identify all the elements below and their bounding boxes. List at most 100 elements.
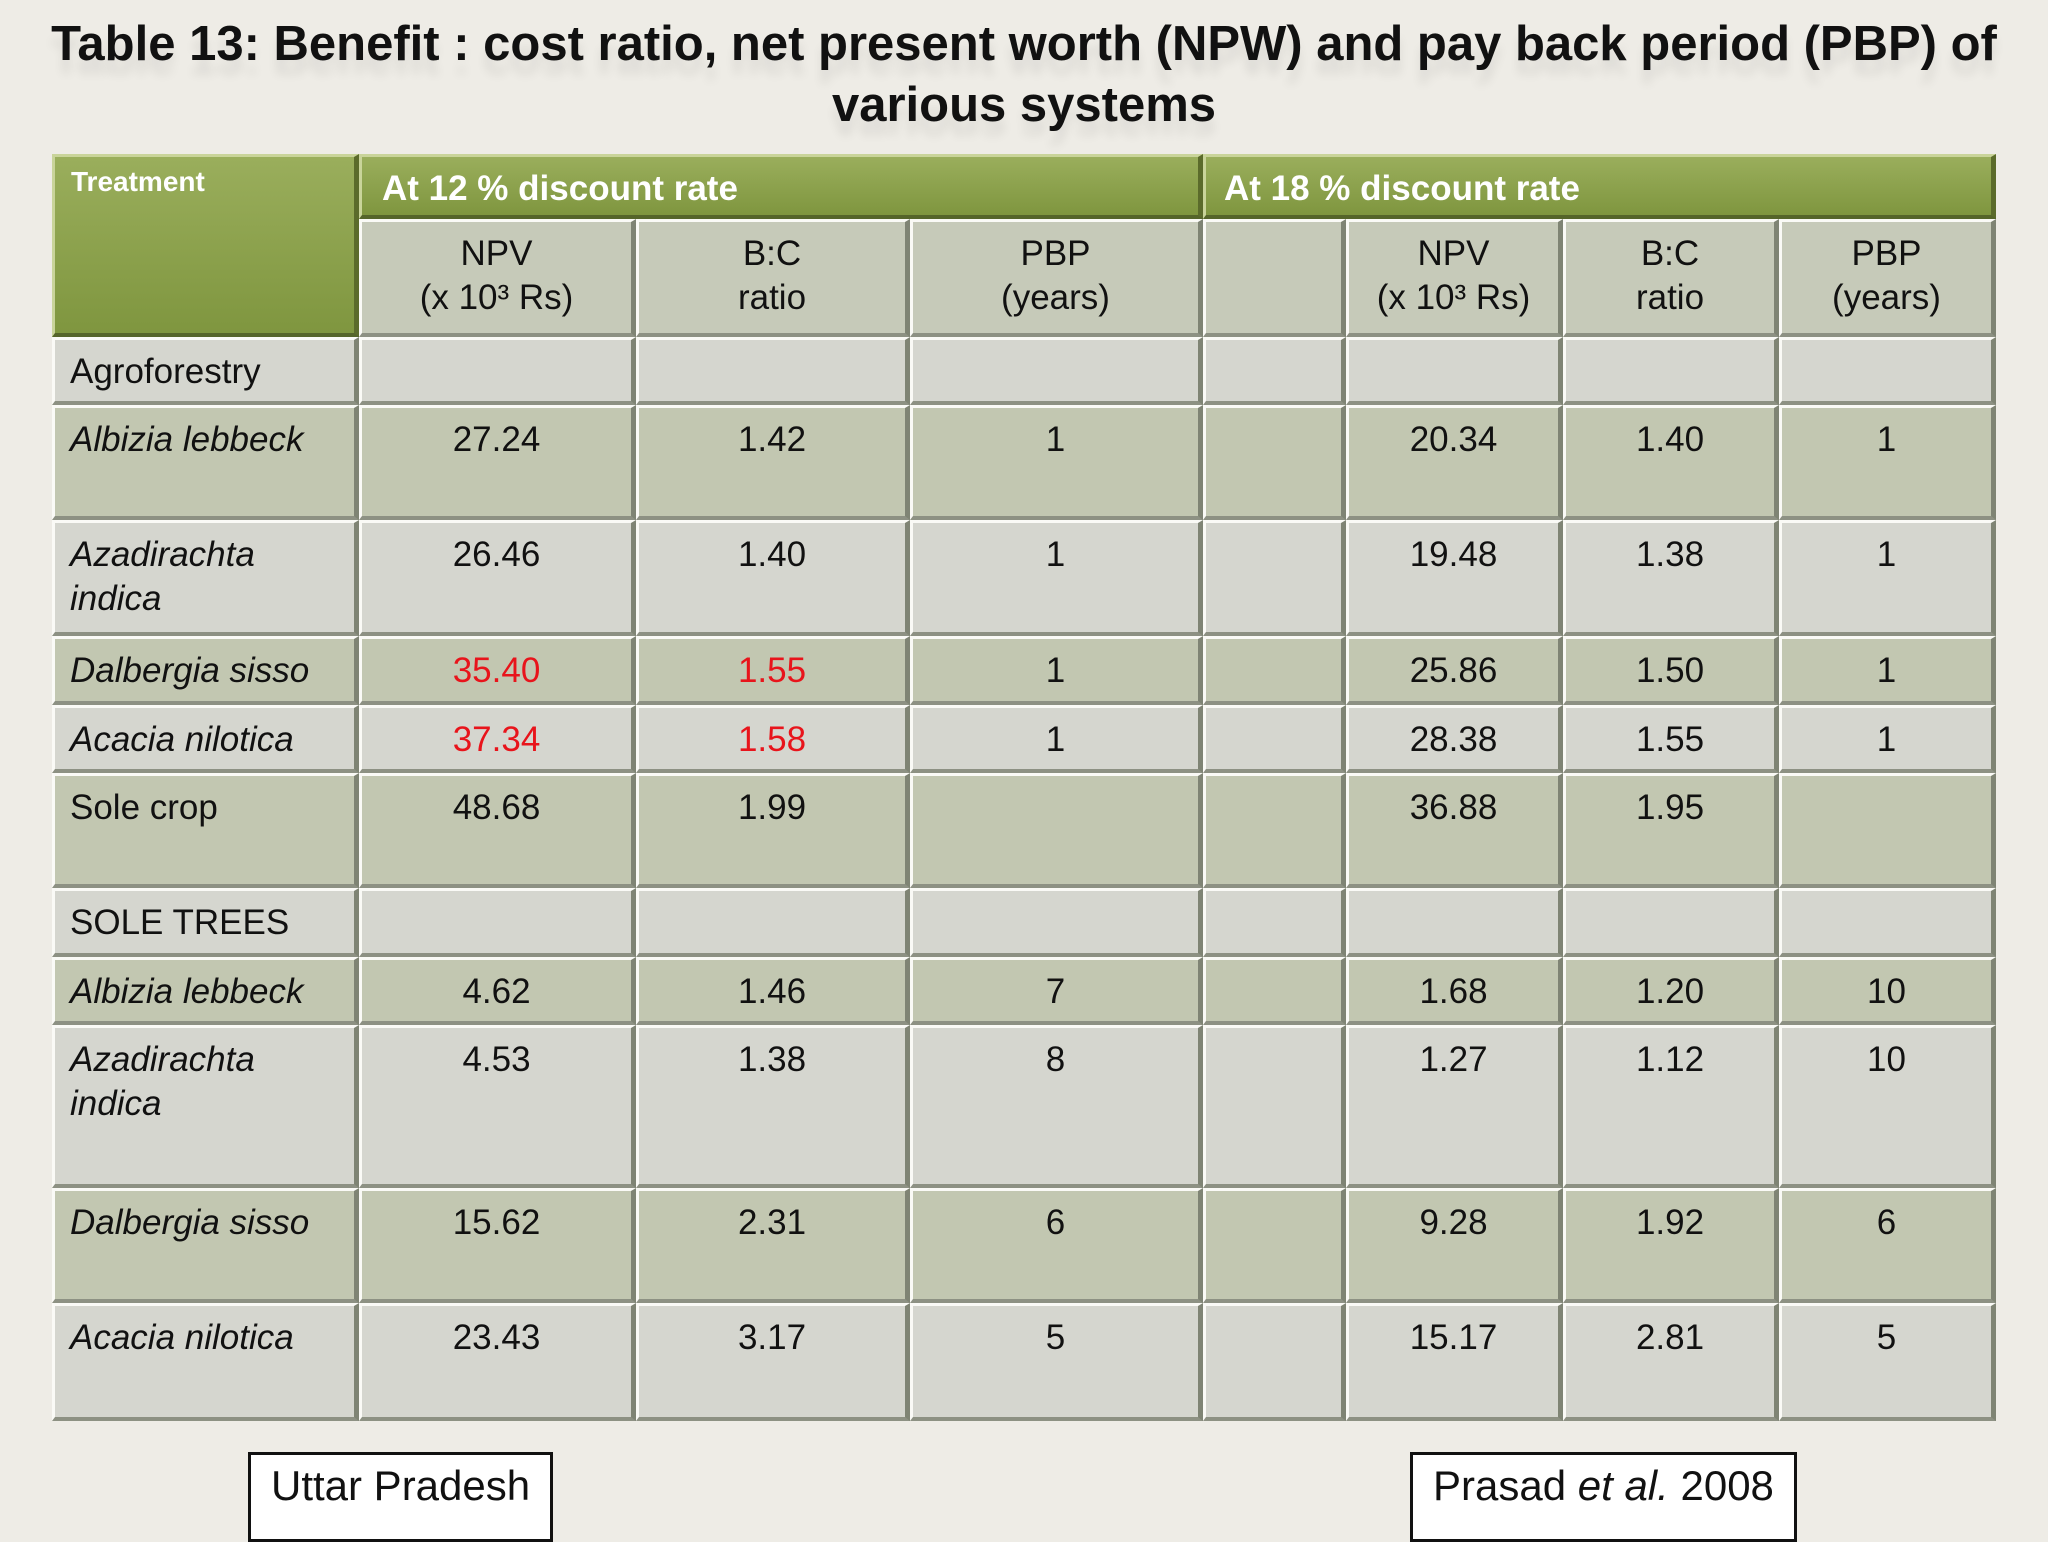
- row-label-cell: Acacia nilotica: [52, 705, 359, 773]
- value: 15.62: [452, 1203, 541, 1242]
- row-label-cell: Dalbergia sisso: [52, 636, 359, 705]
- value-cell: [636, 337, 910, 405]
- value-cell: 2.81: [1563, 1303, 1779, 1421]
- value: 1.99: [737, 788, 807, 827]
- value-cell: 20.34: [1346, 405, 1563, 520]
- value-cell: 1.92: [1563, 1188, 1779, 1303]
- value: 7: [1045, 972, 1066, 1011]
- row-label: Sole crop: [70, 788, 218, 827]
- blank-cell: [1203, 888, 1346, 957]
- blank-cell: [1203, 773, 1346, 888]
- row-label-cell: Dalbergia sisso: [52, 1188, 359, 1303]
- value-cell: 36.88: [1346, 773, 1563, 888]
- subheader-line: PBP: [1851, 234, 1922, 273]
- value-cell: 1: [1779, 705, 1996, 773]
- source-author: Prasad: [1433, 1462, 1567, 1509]
- subheader-line: B:C: [1640, 234, 1700, 273]
- value: 23.43: [452, 1318, 541, 1357]
- blank-cell: [1203, 1303, 1346, 1421]
- value: 1.55: [737, 651, 807, 690]
- value-cell: [910, 888, 1203, 957]
- value: 1.42: [737, 420, 807, 459]
- value-cell: 19.48: [1346, 520, 1563, 636]
- source-etal: et al.: [1577, 1462, 1669, 1509]
- blank-cell: [1203, 520, 1346, 636]
- value: 2.31: [737, 1203, 807, 1242]
- value: 19.48: [1409, 535, 1498, 574]
- row-label-cell: SOLE TREES: [52, 888, 359, 957]
- group-header: At 12 % discount rate: [359, 154, 1203, 219]
- value-cell: 9.28: [1346, 1188, 1563, 1303]
- value-cell: 3.17: [636, 1303, 910, 1421]
- value: 1: [1876, 651, 1897, 690]
- subheader-line: B:C: [742, 234, 802, 273]
- blank-cell: [1203, 1188, 1346, 1303]
- value-cell: 4.53: [359, 1025, 636, 1188]
- value-cell: 48.68: [359, 773, 636, 888]
- value-cell: 37.34: [359, 705, 636, 773]
- value-cell: 1.95: [1563, 773, 1779, 888]
- location: Uttar Pradesh: [271, 1462, 531, 1509]
- value: 15.17: [1409, 1318, 1498, 1357]
- value-cell: [910, 337, 1203, 405]
- value: 1: [1045, 420, 1066, 459]
- value-cell: 1: [910, 705, 1203, 773]
- subheader-cell: B:C ratio: [636, 219, 910, 337]
- value-cell: [359, 888, 636, 957]
- row-label: Albizia lebbeck: [70, 972, 304, 1011]
- value-cell: [910, 773, 1203, 888]
- value: 1.50: [1635, 651, 1705, 690]
- value: 5: [1045, 1318, 1066, 1357]
- value-cell: 1: [910, 405, 1203, 520]
- blank-cell: [1203, 705, 1346, 773]
- value: 1: [1876, 420, 1897, 459]
- value-cell: 1: [910, 520, 1203, 636]
- value-cell: 6: [910, 1188, 1203, 1303]
- value-cell: 1.20: [1563, 957, 1779, 1025]
- group-header-text: At 18 % discount rate: [1224, 169, 1580, 208]
- value: 1.92: [1635, 1203, 1705, 1242]
- blank-cell: [1203, 636, 1346, 705]
- value: 48.68: [452, 788, 541, 827]
- value-cell: 35.40: [359, 636, 636, 705]
- value-cell: 28.38: [1346, 705, 1563, 773]
- subheader-line: ratio: [1635, 278, 1705, 317]
- value-cell: 1: [1779, 405, 1996, 520]
- value: 1.40: [1635, 420, 1705, 459]
- value-cell: 6: [1779, 1188, 1996, 1303]
- value: 1.38: [737, 1040, 807, 1079]
- row-label: Dalbergia sisso: [70, 1203, 310, 1242]
- value: 6: [1876, 1203, 1897, 1242]
- value: 2.81: [1635, 1318, 1705, 1357]
- value: 26.46: [452, 535, 541, 574]
- value-cell: 1.12: [1563, 1025, 1779, 1188]
- treatment-header: Treatment: [52, 154, 359, 337]
- value-cell: [1563, 337, 1779, 405]
- value: 1.95: [1635, 788, 1705, 827]
- value-cell: 1.46: [636, 957, 910, 1025]
- value: 1.38: [1635, 535, 1705, 574]
- value: 4.62: [462, 972, 531, 1011]
- value: 1.20: [1635, 972, 1705, 1011]
- source-year: 2008: [1680, 1462, 1774, 1509]
- value: 1: [1045, 535, 1066, 574]
- value-cell: 10: [1779, 957, 1996, 1025]
- value: 1.68: [1419, 972, 1488, 1011]
- value-cell: 25.86: [1346, 636, 1563, 705]
- subheader-cell: PBP (years): [1779, 219, 1996, 337]
- blank-cell: [1203, 405, 1346, 520]
- value: 10: [1867, 972, 1906, 1011]
- value-cell: [1346, 888, 1563, 957]
- value: 1.27: [1419, 1040, 1488, 1079]
- subheader-line: PBP: [1020, 234, 1091, 273]
- value: 1: [1876, 720, 1897, 759]
- value: 1.46: [737, 972, 807, 1011]
- value-cell: 26.46: [359, 520, 636, 636]
- value: 10: [1867, 1040, 1906, 1079]
- subheader-cell: PBP (years): [910, 219, 1203, 337]
- value: 1: [1876, 535, 1897, 574]
- value-cell: [1779, 337, 1996, 405]
- value: 3.17: [737, 1318, 807, 1357]
- group-header: At 18 % discount rate: [1203, 154, 1996, 219]
